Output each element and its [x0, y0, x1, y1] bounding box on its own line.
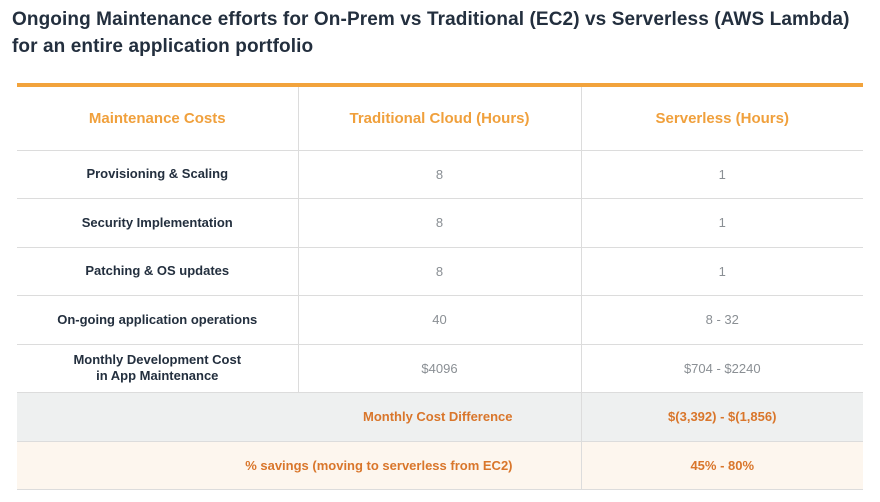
table-row: Monthly Development Cost in App Maintena… — [17, 344, 863, 393]
title-line-2: for an entire application portfolio — [12, 36, 314, 57]
savings-value: 45% - 80% — [580, 441, 863, 490]
traditional-cost: $4096 — [297, 344, 581, 393]
serverless-cost: $704 - $2240 — [580, 344, 863, 393]
row-label: Monthly Development Cost in App Maintena… — [17, 344, 298, 393]
table-row: Provisioning & Scaling 8 1 — [17, 150, 863, 199]
traditional-hours: 8 — [297, 198, 581, 248]
header-traditional-cloud: Traditional Cloud (Hours) — [297, 85, 581, 151]
table-row: Patching & OS updates 8 1 — [17, 247, 863, 296]
table-row: On-going application operations 40 8 - 3… — [17, 295, 863, 345]
row-label: On-going application operations — [17, 295, 298, 345]
maintenance-comparison-table: Maintenance Costs Traditional Cloud (Hou… — [17, 83, 863, 490]
table-row: Security Implementation 8 1 — [17, 198, 863, 248]
table-header-row: Maintenance Costs Traditional Cloud (Hou… — [17, 85, 863, 151]
page-title: Ongoing Maintenance efforts for On-Prem … — [12, 6, 872, 60]
row-label: Patching & OS updates — [17, 247, 298, 296]
row-label: Security Implementation — [17, 198, 298, 248]
savings-label: % savings (moving to serverless from EC2… — [17, 441, 581, 490]
serverless-hours: 1 — [580, 198, 863, 248]
header-serverless: Serverless (Hours) — [580, 85, 863, 151]
title-line-1: Ongoing Maintenance efforts for On-Prem … — [12, 9, 850, 30]
monthly-cost-difference-value: $(3,392) - $(1,856) — [580, 392, 863, 442]
comparison-table-container: Maintenance Costs Traditional Cloud (Hou… — [17, 83, 863, 490]
traditional-hours: 40 — [297, 295, 581, 345]
serverless-hours: 8 - 32 — [580, 295, 863, 345]
row-label: Provisioning & Scaling — [17, 150, 298, 199]
serverless-hours: 1 — [580, 247, 863, 296]
savings-row: % savings (moving to serverless from EC2… — [17, 441, 863, 490]
monthly-cost-difference-row: Monthly Cost Difference $(3,392) - $(1,8… — [17, 392, 863, 442]
header-maintenance-costs: Maintenance Costs — [17, 85, 298, 151]
row-label-line-2: in App Maintenance — [96, 368, 219, 384]
serverless-hours: 1 — [580, 150, 863, 199]
traditional-hours: 8 — [297, 150, 581, 199]
traditional-hours: 8 — [297, 247, 581, 296]
monthly-cost-difference-label: Monthly Cost Difference — [17, 392, 581, 442]
row-label-line-1: Monthly Development Cost — [73, 352, 242, 368]
